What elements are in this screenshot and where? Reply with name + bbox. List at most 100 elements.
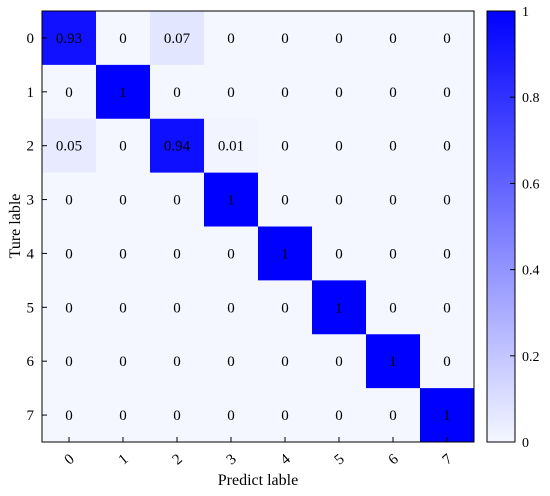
cell-value: 0 xyxy=(335,354,343,370)
heatmap-cell xyxy=(420,11,475,66)
x-tick-label: 1 xyxy=(116,451,132,468)
cell-value: 0.07 xyxy=(164,31,191,47)
heatmap-cell xyxy=(366,11,421,66)
heatmap-cell xyxy=(96,118,151,174)
cell-value: 1 xyxy=(281,246,289,262)
cell-value: 0.93 xyxy=(56,31,82,47)
cell-value: 0 xyxy=(119,300,127,316)
heatmap-cell xyxy=(204,280,259,335)
heatmap-cell xyxy=(42,388,97,443)
cell-value: 0 xyxy=(119,246,127,262)
cell-value: 0 xyxy=(335,193,343,209)
cell-value: 0 xyxy=(389,31,397,47)
cell-value: 0 xyxy=(389,139,397,155)
heatmap-cell xyxy=(366,64,421,120)
cell-value: 0 xyxy=(443,246,451,262)
heatmap-cell xyxy=(204,11,259,66)
x-tick-label: 0 xyxy=(62,451,78,468)
cell-value: 0 xyxy=(119,193,127,209)
cell-value: 0.94 xyxy=(164,139,191,155)
cell-value: 0 xyxy=(65,354,73,370)
heatmap-cell xyxy=(42,226,97,281)
x-tick-label: 4 xyxy=(278,451,294,468)
cell-value: 0 xyxy=(65,300,73,316)
heatmap-cell xyxy=(258,388,313,443)
cell-value: 0 xyxy=(389,246,397,262)
heatmap-cell xyxy=(420,172,475,227)
heatmap-cell xyxy=(204,334,259,389)
plot-frame xyxy=(41,10,475,443)
colorbar-tick-label: 0.2 xyxy=(522,350,540,365)
cell-value: 0 xyxy=(119,31,127,47)
cell-value: 0 xyxy=(173,408,181,424)
y-axis-ticks: 0 1 2 3 4 5 6 7 xyxy=(27,31,47,424)
heatmap-cell xyxy=(420,226,475,281)
cell-value: 0 xyxy=(389,408,397,424)
heatmap-cell xyxy=(258,226,313,281)
heatmap-cell xyxy=(96,334,151,389)
heatmap-cell xyxy=(42,11,97,66)
cell-value-labels: 0.93 0 0.07 0 0 0 0 0 0 1 0 0 0 0 0 0 0.05 0 0.94 0.01 0 0 0 0 0… xyxy=(56,31,451,424)
heatmap-cell xyxy=(312,64,367,120)
cell-value: 0 xyxy=(281,193,289,209)
heatmap-cell xyxy=(150,388,205,443)
cell-value: 0 xyxy=(119,139,127,155)
cell-value: 0 xyxy=(335,139,343,155)
cell-value: 1 xyxy=(119,85,127,101)
cell-value: 0 xyxy=(281,139,289,155)
heatmap-cell xyxy=(258,280,313,335)
cell-value: 0 xyxy=(443,300,451,316)
cell-value: 0 xyxy=(443,139,451,155)
cell-value: 0 xyxy=(443,85,451,101)
colorbar-tick-label: 1 xyxy=(522,5,529,20)
colorbar-tick-label: 0.4 xyxy=(522,264,540,279)
heatmap-cell xyxy=(366,226,421,281)
cell-value: 0 xyxy=(173,300,181,316)
heatmap-cell xyxy=(312,388,367,443)
cell-value: 0 xyxy=(389,85,397,101)
colorbar-tick-label: 0.6 xyxy=(522,177,540,192)
heatmap-cell xyxy=(150,118,205,174)
heatmap-cell xyxy=(312,118,367,174)
heatmap-cell xyxy=(96,64,151,120)
cell-value: 0 xyxy=(65,246,73,262)
heatmap-cell xyxy=(42,280,97,335)
heatmap-cell xyxy=(420,388,475,443)
y-tick-label: 0 xyxy=(27,31,35,47)
cell-value: 0 xyxy=(227,408,235,424)
cell-value: 1 xyxy=(335,300,343,316)
heatmap-cell xyxy=(204,118,259,174)
x-tick-label: 5 xyxy=(332,451,348,468)
heatmap-cell xyxy=(258,11,313,66)
heatmap-cell xyxy=(42,64,97,120)
heatmap-cell xyxy=(96,172,151,227)
cell-value: 1 xyxy=(389,354,397,370)
x-tick-label: 2 xyxy=(170,451,186,468)
x-tick-label: 7 xyxy=(440,451,456,468)
heatmap-cell xyxy=(312,280,367,335)
cell-value: 0 xyxy=(65,408,73,424)
cell-value: 0.01 xyxy=(218,139,244,155)
heatmap-cell xyxy=(366,280,421,335)
cell-value: 0 xyxy=(281,354,289,370)
heatmap-cell xyxy=(96,226,151,281)
heatmap-cell xyxy=(312,226,367,281)
x-tick-label: 3 xyxy=(224,451,240,468)
x-tick-label: 6 xyxy=(386,451,402,468)
cell-value: 0 xyxy=(443,31,451,47)
heatmap-cell xyxy=(96,388,151,443)
heatmap-cell xyxy=(366,388,421,443)
heatmap-cell xyxy=(420,118,475,174)
cell-value: 1 xyxy=(227,193,235,209)
heatmap-cell xyxy=(204,64,259,120)
heatmap-cell xyxy=(150,11,205,66)
cell-value: 0 xyxy=(389,193,397,209)
cell-value: 0 xyxy=(281,300,289,316)
heatmap-cell xyxy=(42,118,97,174)
heatmap-cell xyxy=(366,334,421,389)
cell-value: 1 xyxy=(443,408,451,424)
cell-value: 0 xyxy=(227,246,235,262)
heatmap-cell xyxy=(42,334,97,389)
heatmap-cell xyxy=(366,118,421,174)
